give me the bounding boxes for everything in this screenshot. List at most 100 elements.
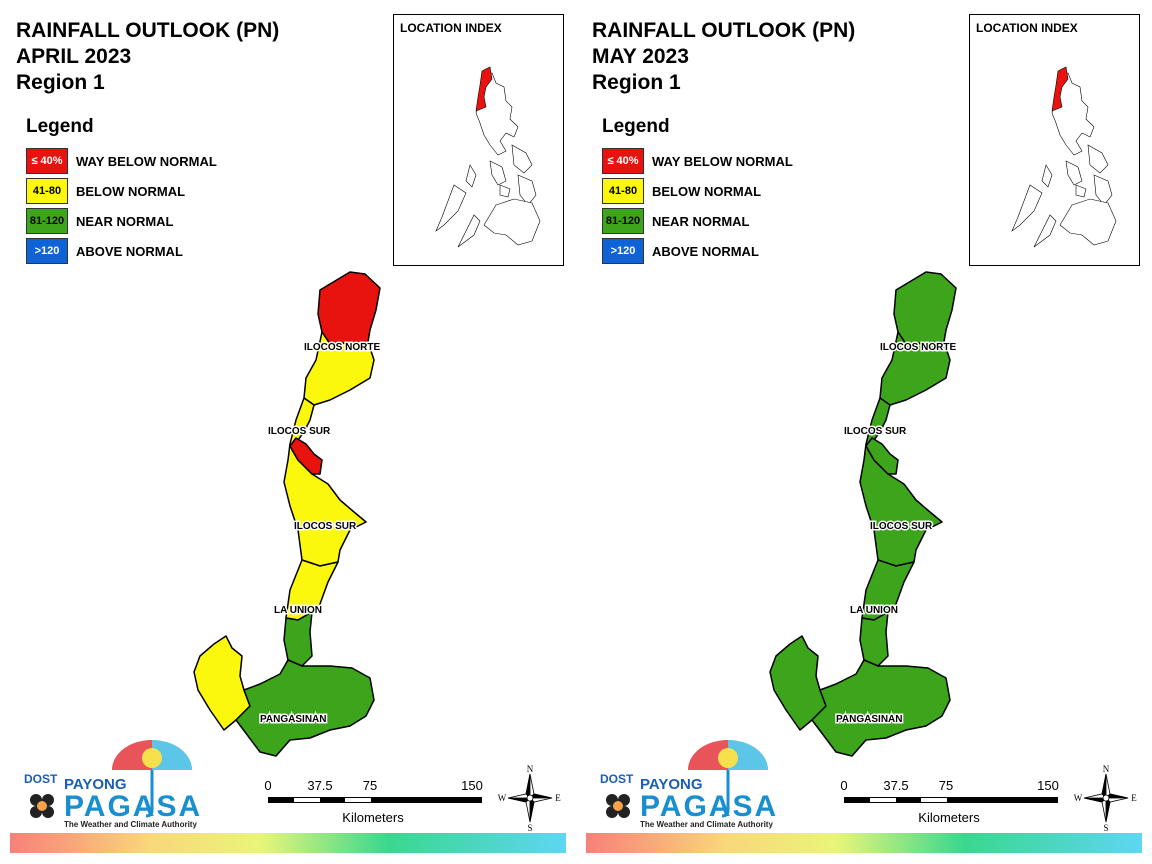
legend-label: WAY BELOW NORMAL	[76, 153, 217, 169]
region-ilocos-sur-pocket	[865, 437, 899, 475]
region-ilocos-norte-north	[317, 271, 381, 345]
map-title: RAINFALL OUTLOOK (PN) APRIL 2023 Region …	[16, 18, 279, 96]
outlook-panel-april: RAINFALL OUTLOOK (PN) APRIL 2023 Region …	[10, 14, 566, 853]
legend-swatch: 41-80	[602, 178, 644, 204]
legend-swatch: ≤ 40%	[26, 148, 68, 174]
legend-item-near: 81-120 NEAR NORMAL	[26, 206, 217, 236]
legend-swatch: 41-80	[26, 178, 68, 204]
scale-tick: 150	[461, 778, 483, 793]
label-la-union: LA UNION	[274, 605, 322, 616]
scale-unit: Kilometers	[918, 810, 980, 825]
label-pangasinan: PANGASINAN	[260, 714, 326, 725]
region-1-map: ILOCOS NORTE ILOCOS SUR ILOCOS SUR LA UN…	[193, 271, 382, 757]
legend-title: Legend	[26, 116, 94, 137]
title-line-2: APRIL 2023	[16, 45, 132, 68]
legend-item-way-below: ≤ 40% WAY BELOW NORMAL	[602, 146, 793, 176]
title-line-1: RAINFALL OUTLOOK (PN)	[592, 19, 856, 42]
philippines-index-map	[435, 66, 541, 248]
logo-payong-text: PAYONG	[64, 776, 127, 793]
location-index: LOCATION INDEX	[393, 14, 564, 266]
compass-n: N	[527, 764, 534, 774]
legend-label: BELOW NORMAL	[76, 183, 186, 199]
location-index-title: LOCATION INDEX	[976, 21, 1078, 35]
rainbow-strip	[586, 833, 1142, 853]
region-ilocos-norte-south	[303, 331, 375, 406]
umbrella-icon	[606, 740, 768, 818]
region-ilocos-sur-pocket	[289, 437, 323, 475]
legend-swatch: 81-120	[602, 208, 644, 234]
logo-dost-text: DOST	[24, 772, 58, 786]
logo-payong-text: PAYONG	[640, 776, 703, 793]
region-ilocos-sur	[283, 397, 367, 567]
scale-bar-graphic	[844, 797, 1058, 803]
legend: Legend ≤ 40% WAY BELOW NORMAL 41-80 BELO…	[602, 116, 793, 266]
location-index-title: LOCATION INDEX	[400, 21, 502, 35]
scale-bar: 0 37.5 75 150 Kilometers	[834, 778, 1064, 828]
legend-label: WAY BELOW NORMAL	[652, 153, 793, 169]
legend-item-above: >120 ABOVE NORMAL	[602, 236, 793, 266]
logo-tagline: The Weather and Climate Authority	[640, 820, 773, 829]
logo-pagasa-text: PAGASA	[64, 790, 203, 823]
region-pangasinan-east	[235, 659, 375, 757]
label-ilocos-sur-north: ILOCOS SUR	[268, 426, 331, 437]
compass-w: W	[498, 793, 507, 803]
scale-tick: 37.5	[307, 778, 333, 793]
legend-item-near: 81-120 NEAR NORMAL	[602, 206, 793, 236]
region-la-union	[861, 559, 915, 621]
legend-title: Legend	[602, 116, 670, 137]
scale-tick: 150	[1037, 778, 1059, 793]
scale-tick: 0	[840, 778, 848, 793]
compass-s: S	[1103, 823, 1108, 832]
region-pangasinan-east	[811, 659, 951, 757]
logo-pagasa-text: PAGASA	[640, 790, 779, 823]
label-ilocos-norte: ILOCOS NORTE	[304, 342, 380, 353]
legend-label: NEAR NORMAL	[76, 213, 174, 229]
legend-swatch: >120	[602, 238, 644, 264]
region-la-union	[285, 559, 339, 621]
legend-label: NEAR NORMAL	[652, 213, 750, 229]
scale-tick: 75	[362, 778, 378, 793]
scale-bar: 0 37.5 75 150 Kilometers	[258, 778, 488, 828]
compass-s: S	[527, 823, 532, 832]
label-ilocos-sur-south: ILOCOS SUR	[294, 521, 357, 532]
logo-tagline: The Weather and Climate Authority	[64, 820, 197, 829]
region-ilocos-norte-north	[893, 271, 957, 345]
label-ilocos-sur-south: ILOCOS SUR	[870, 521, 933, 532]
legend-item-way-below: ≤ 40% WAY BELOW NORMAL	[26, 146, 217, 176]
scale-tick: 75	[938, 778, 954, 793]
label-ilocos-norte: ILOCOS NORTE	[880, 342, 956, 353]
philippines-index-map	[1011, 66, 1117, 248]
title-line-1: RAINFALL OUTLOOK (PN)	[16, 19, 280, 42]
scale-unit: Kilometers	[342, 810, 404, 825]
label-ilocos-sur-north: ILOCOS SUR	[844, 426, 907, 437]
title-line-3: Region 1	[16, 71, 105, 94]
logo-dost-text: DOST	[600, 772, 634, 786]
legend: Legend ≤ 40% WAY BELOW NORMAL 41-80 BELO…	[26, 116, 217, 266]
compass-e: E	[1131, 793, 1137, 803]
outlook-panel-may: RAINFALL OUTLOOK (PN) MAY 2023 Region 1 …	[576, 0, 1152, 864]
rainbow-strip	[10, 833, 566, 853]
compass-w: W	[1074, 793, 1083, 803]
region-ilocos-sur	[859, 397, 943, 567]
legend-item-above: >120 ABOVE NORMAL	[26, 236, 217, 266]
scale-bar-graphic	[268, 797, 482, 803]
title-line-3: Region 1	[592, 71, 681, 94]
legend-label: ABOVE NORMAL	[76, 243, 183, 259]
umbrella-icon	[30, 740, 192, 818]
scale-tick: 37.5	[883, 778, 909, 793]
scale-tick: 0	[264, 778, 272, 793]
label-pangasinan: PANGASINAN	[836, 714, 902, 725]
legend-swatch: ≤ 40%	[602, 148, 644, 174]
legend-item-below: 41-80 BELOW NORMAL	[26, 176, 217, 206]
title-line-2: MAY 2023	[592, 45, 689, 68]
legend-swatch: >120	[26, 238, 68, 264]
legend-label: BELOW NORMAL	[652, 183, 762, 199]
legend-item-below: 41-80 BELOW NORMAL	[602, 176, 793, 206]
region-1-map: ILOCOS NORTE ILOCOS SUR ILOCOS SUR LA UN…	[769, 271, 958, 757]
location-index: LOCATION INDEX	[969, 14, 1140, 266]
map-title: RAINFALL OUTLOOK (PN) MAY 2023 Region 1	[592, 18, 855, 96]
compass-rose-icon: N S W E	[498, 764, 561, 832]
label-la-union: LA UNION	[850, 605, 898, 616]
region-la-union-south	[859, 611, 889, 667]
region-ilocos-norte-south	[879, 331, 951, 406]
